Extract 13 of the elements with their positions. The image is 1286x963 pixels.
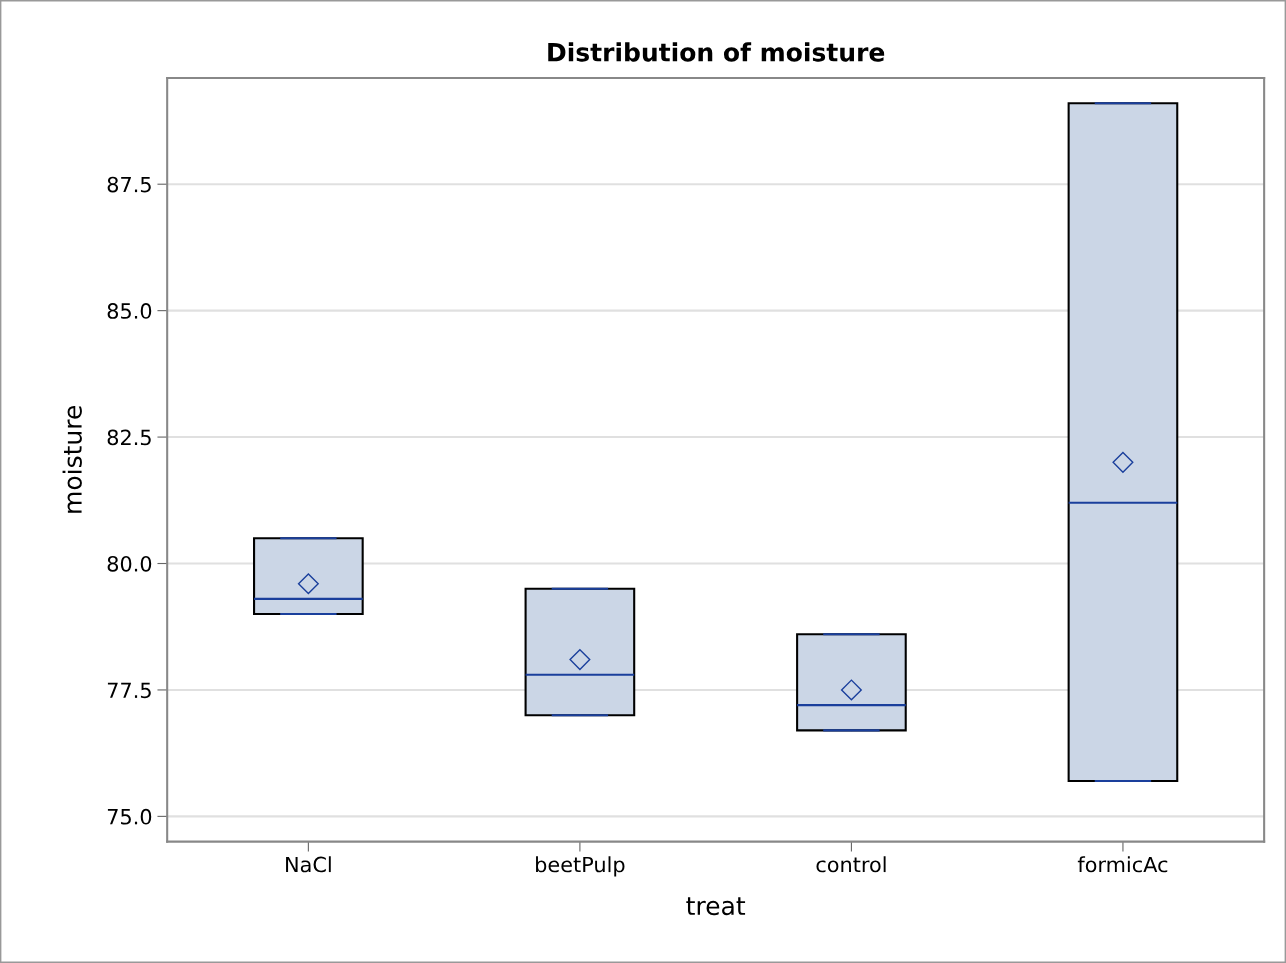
chart-title: Distribution of moisture [548, 42, 885, 62]
x-tick-label: control [816, 856, 886, 873]
y-tick-label: 82.5 [107, 429, 151, 446]
x-tick-label: beetPulp [536, 856, 625, 877]
y-tick-label: 77.5 [107, 682, 151, 699]
y-tick-label: 87.5 [107, 176, 151, 193]
x-tick-label: formicAc [1077, 856, 1168, 873]
y-axis-title: moisture [62, 405, 82, 513]
x-tick-label: NaCl [286, 856, 331, 873]
y-tick-label: 75.0 [107, 808, 152, 825]
x-axis-title: treat [686, 897, 746, 916]
y-tick-label: 80.0 [107, 555, 152, 572]
y-tick-label: 85.0 [107, 303, 152, 319]
